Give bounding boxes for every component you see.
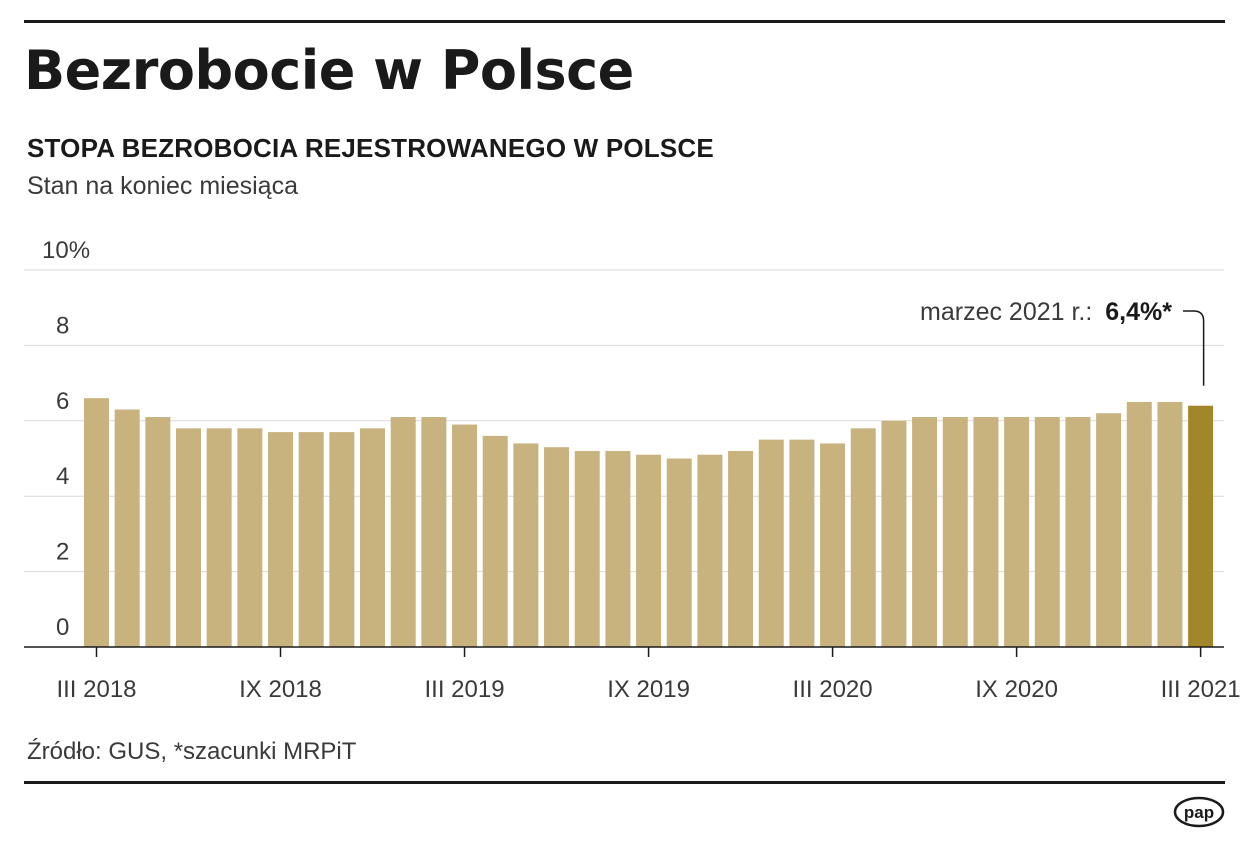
- bar: [697, 454, 723, 647]
- annotation-prefix: marzec 2021 r.:: [920, 298, 1092, 326]
- annotation-value: 6,4%*: [1105, 298, 1172, 326]
- bar: [912, 417, 938, 647]
- bar: [850, 428, 876, 647]
- top-rule: [24, 20, 1225, 23]
- bar: [544, 447, 570, 647]
- bar: [360, 428, 386, 647]
- bar: [114, 409, 140, 647]
- bar: [1126, 401, 1152, 647]
- y-tick-label: 6: [56, 388, 69, 415]
- bar: [636, 454, 662, 647]
- y-tick-label: 4: [56, 463, 69, 490]
- bar: [268, 432, 294, 647]
- x-tick-label: III 2019: [425, 676, 505, 703]
- chart-subtitle: STOPA BEZROBOCIA REJESTROWANEGO W POLSCE: [27, 133, 714, 163]
- bar: [973, 417, 999, 647]
- annotation-label: marzec 2021 r.: 6,4%*: [920, 298, 1172, 326]
- bar: [942, 417, 968, 647]
- bar: [84, 398, 109, 647]
- bar: [390, 417, 416, 647]
- chart-note: Stan na koniec miesiąca: [27, 172, 298, 200]
- bar: [421, 417, 447, 647]
- pap-logo: pap: [1173, 796, 1225, 828]
- bar: [789, 439, 815, 647]
- bar: [1065, 417, 1091, 647]
- bars: [84, 398, 1214, 647]
- bar: [482, 435, 508, 647]
- bar: [1034, 417, 1060, 647]
- bar: [758, 439, 784, 647]
- x-tick-label: III 2021: [1161, 676, 1241, 703]
- bar: [820, 443, 846, 647]
- bar: [513, 443, 539, 647]
- bar: [666, 458, 692, 647]
- x-tick-label: IX 2018: [239, 676, 322, 703]
- bar: [237, 428, 263, 647]
- bar: [574, 450, 600, 647]
- bar: [329, 432, 355, 647]
- x-tick-label: III 2020: [793, 676, 873, 703]
- bar: [1096, 413, 1122, 647]
- x-tick-label: IX 2020: [975, 676, 1058, 703]
- x-axis-ticks: III 2018 IX 2018 III 2019 IX 2019 III 2020 IX…: [56, 647, 1241, 703]
- y-tick-label: 10%: [42, 237, 90, 264]
- svg-text:pap: pap: [1184, 803, 1214, 822]
- annotation: marzec 2021 r.: 6,4%*: [920, 298, 1205, 386]
- y-tick-label: 0: [56, 614, 69, 641]
- y-axis-ticks: 0 2 4 6 8 10%: [42, 237, 90, 641]
- bottom-rule: [24, 781, 1225, 784]
- y-tick-label: 2: [56, 539, 69, 566]
- annotation-leader-line: [1183, 310, 1205, 386]
- bar: [298, 432, 324, 647]
- bar: [206, 428, 232, 647]
- bar-highlight: [1188, 405, 1214, 647]
- bar: [1004, 417, 1030, 647]
- bar: [881, 420, 907, 647]
- bar: [1157, 401, 1183, 647]
- page-title: Bezrobocie w Polsce: [24, 39, 634, 102]
- bar: [452, 424, 478, 647]
- bar: [145, 417, 171, 647]
- bar: [176, 428, 202, 647]
- bar: [728, 450, 754, 647]
- bar: [605, 450, 631, 647]
- source-note: Źródło: GUS, *szacunki MRPiT: [27, 738, 357, 765]
- x-tick-label: III 2018: [56, 676, 136, 703]
- y-tick-label: 8: [56, 312, 69, 339]
- x-tick-label: IX 2019: [607, 676, 690, 703]
